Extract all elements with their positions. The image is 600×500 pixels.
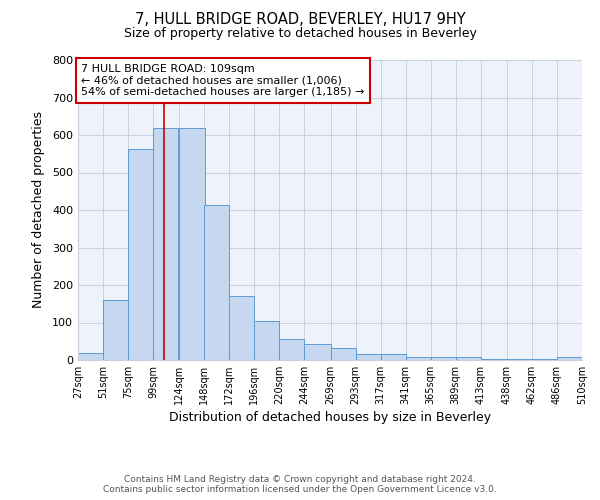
- Bar: [280, 340, 304, 360]
- Bar: [380, 354, 406, 360]
- Bar: [128, 149, 153, 360]
- Bar: [507, 359, 532, 360]
- Bar: [431, 357, 456, 360]
- Text: 7, HULL BRIDGE ROAD, BEVERLEY, HU17 9HY: 7, HULL BRIDGE ROAD, BEVERLEY, HU17 9HY: [134, 12, 466, 28]
- Bar: [456, 357, 481, 360]
- Y-axis label: Number of detached properties: Number of detached properties: [32, 112, 45, 308]
- Bar: [557, 357, 582, 360]
- Bar: [179, 128, 205, 360]
- Bar: [406, 357, 431, 360]
- Bar: [254, 322, 280, 360]
- Bar: [532, 359, 557, 360]
- Bar: [153, 128, 178, 360]
- Text: 7 HULL BRIDGE ROAD: 109sqm
← 46% of detached houses are smaller (1,006)
54% of s: 7 HULL BRIDGE ROAD: 109sqm ← 46% of deta…: [81, 64, 365, 97]
- Bar: [481, 359, 507, 360]
- Bar: [103, 300, 128, 360]
- Bar: [204, 205, 229, 360]
- Bar: [356, 354, 380, 360]
- Text: Size of property relative to detached houses in Beverley: Size of property relative to detached ho…: [124, 28, 476, 40]
- Text: Contains HM Land Registry data © Crown copyright and database right 2024.
Contai: Contains HM Land Registry data © Crown c…: [103, 474, 497, 494]
- Bar: [304, 344, 331, 360]
- X-axis label: Distribution of detached houses by size in Beverley: Distribution of detached houses by size …: [169, 411, 491, 424]
- Bar: [78, 352, 103, 360]
- Bar: [229, 296, 254, 360]
- Bar: [331, 348, 356, 360]
